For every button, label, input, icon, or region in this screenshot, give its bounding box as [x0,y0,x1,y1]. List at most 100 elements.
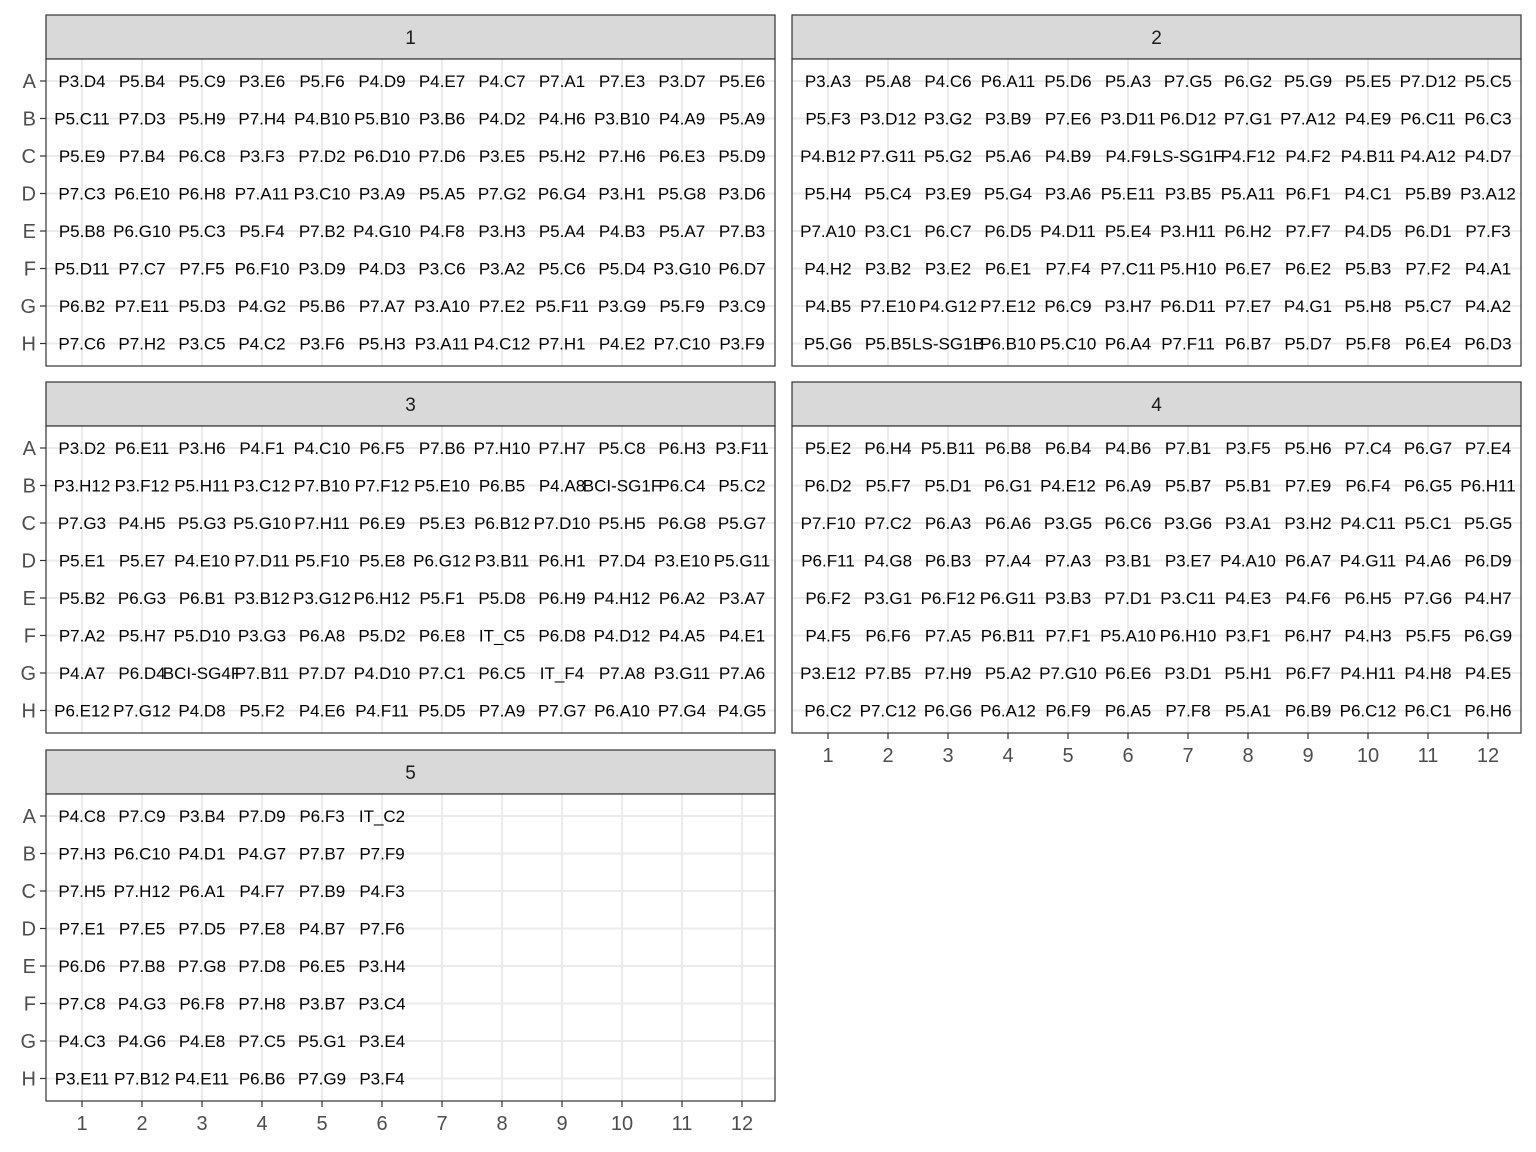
y-axis-tick-label: F [24,259,36,281]
well-label: P3.F6 [299,335,344,354]
x-axis-tick-label: 8 [1242,745,1253,767]
well-label: P3.A11 [415,335,470,354]
well-label: P3.D1 [1164,664,1211,683]
well-label: P7.E7 [1225,297,1271,316]
well-label: P3.F1 [1225,627,1270,646]
well-label: P3.F12 [115,477,170,496]
well-label: P6.A9 [1105,477,1151,496]
well-label: P3.D7 [658,72,705,91]
y-axis-tick-label: B [23,844,36,866]
well-label: P5.B8 [59,222,105,241]
well-label: P7.D7 [298,664,345,683]
well-label: P4.G8 [864,552,912,571]
well-label: P3.G5 [1044,514,1092,533]
well-label: P3.B7 [299,995,345,1014]
well-label: P5.A2 [985,664,1031,683]
well-label: P3.A6 [1045,185,1091,204]
x-axis-tick-label: 6 [376,1113,387,1135]
well-label: P6.G5 [1404,477,1452,496]
well-label: P7.C7 [118,260,165,279]
well-label: P3.E11 [55,1070,110,1089]
well-label: P7.G3 [58,514,106,533]
well-label: P3.A12 [1460,185,1516,204]
well-label: P4.F1 [239,439,284,458]
well-label: P6.C6 [1104,514,1151,533]
well-label: P5.B11 [921,439,976,458]
well-label: P5.E7 [119,552,165,571]
well-label: P3.D11 [1100,110,1155,129]
well-label: P4.D9 [358,72,405,91]
well-label: P7.F2 [1405,260,1450,279]
well-label: P7.F5 [179,260,224,279]
facet-strip-label: 4 [1151,395,1162,416]
well-label: P6.E2 [1285,260,1331,279]
well-label: P5.B10 [354,110,410,129]
well-label: P5.E11 [1101,185,1156,204]
facet-strip [791,381,1522,427]
well-label: P5.H2 [538,147,585,166]
well-label: P3.A10 [414,297,470,316]
x-axis-tick-label: 11 [672,1113,693,1135]
well-label: P7.D5 [178,920,225,939]
well-label: P6.A8 [299,627,345,646]
well-label: P4.E5 [1465,664,1511,683]
y-axis-tick-label: A [23,71,37,93]
well-label: P7.B8 [119,957,165,976]
well-label: P5.D6 [1044,72,1091,91]
y-axis-tick-label: G [20,1031,36,1053]
well-label: P3.G1 [864,589,912,608]
well-label: P7.C10 [654,335,711,354]
well-label: P6.C5 [478,664,525,683]
well-label: P6.C3 [1464,110,1511,129]
well-label: P4.B3 [599,222,645,241]
well-label: P5.D11 [54,260,109,279]
y-axis-tick-label: F [24,994,36,1016]
well-label: P6.G9 [1464,627,1512,646]
well-label: P5.E8 [359,552,405,571]
y-axis-tick-label: H [22,334,36,356]
well-label: P6.F11 [801,552,855,571]
well-label: P4.D2 [478,110,525,129]
y-axis-tick-label: D [22,919,36,941]
well-label: P6.E9 [359,514,405,533]
x-axis-tick-label: 12 [1477,745,1499,767]
well-label: P7.D9 [238,807,285,826]
well-label: P6.B7 [1225,335,1271,354]
well-label: P5.H11 [174,477,229,496]
well-label: P6.F1 [1285,185,1330,204]
well-label: P3.C12 [234,477,291,496]
well-label: P6.E1 [985,260,1031,279]
well-label: P6.B9 [1285,702,1331,721]
well-label: IT_C2 [359,807,405,826]
well-label: P4.H5 [118,514,165,533]
well-label: P5.D10 [174,627,231,646]
well-label: P5.C9 [178,72,225,91]
well-label: P6.E8 [419,627,465,646]
well-label: P4.A5 [659,627,705,646]
well-label: P5.G1 [298,1032,346,1051]
well-label: P7.D11 [234,552,289,571]
well-label: P6.D1 [1404,222,1451,241]
well-label: P4.B10 [294,110,350,129]
well-label: P6.A6 [985,514,1031,533]
well-label: P6.B2 [59,297,105,316]
well-label: P7.G12 [113,702,171,721]
well-label: P4.H3 [1344,627,1391,646]
well-label: P7.C3 [58,185,105,204]
well-label: P5.A4 [539,222,585,241]
well-label: P6.G2 [1224,72,1272,91]
well-label: P5.G4 [984,185,1032,204]
y-axis-tick-label: B [23,476,36,498]
well-label: P6.H6 [1464,702,1511,721]
well-label: P5.F9 [659,297,704,316]
well-label: P7.E6 [1045,110,1091,129]
well-label: P6.H11 [1460,477,1515,496]
well-label: P5.H10 [1160,260,1217,279]
well-label: P7.D2 [298,147,345,166]
well-label: P7.C11 [1100,260,1155,279]
well-label: P3.E6 [239,72,285,91]
well-label: P6.D3 [1464,335,1511,354]
well-label: P5.A11 [1221,185,1276,204]
well-label: LS-SG1B [912,335,984,354]
y-axis-tick-label: C [22,881,36,903]
